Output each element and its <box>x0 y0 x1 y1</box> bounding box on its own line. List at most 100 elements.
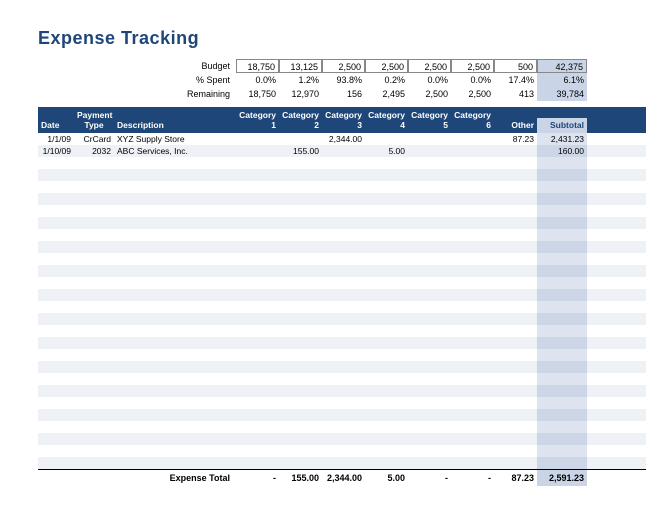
budget-cat1[interactable]: 18,750 <box>236 59 279 73</box>
cell[interactable] <box>408 229 451 241</box>
cell[interactable] <box>494 445 537 457</box>
cell[interactable] <box>408 457 451 469</box>
cell[interactable] <box>365 241 408 253</box>
table-row[interactable] <box>38 409 646 421</box>
cell[interactable] <box>279 289 322 301</box>
cell[interactable] <box>408 349 451 361</box>
cell[interactable] <box>408 421 451 433</box>
cell[interactable] <box>408 313 451 325</box>
cell[interactable] <box>38 385 74 397</box>
cell[interactable] <box>365 397 408 409</box>
cell[interactable] <box>74 241 114 253</box>
cell[interactable] <box>38 169 74 181</box>
cell[interactable] <box>365 325 408 337</box>
cell[interactable] <box>114 409 236 421</box>
cell[interactable] <box>451 313 494 325</box>
cell[interactable]: XYZ Supply Store <box>114 133 236 145</box>
cell[interactable] <box>114 337 236 349</box>
cell[interactable] <box>38 421 74 433</box>
cell[interactable] <box>451 145 494 157</box>
cell[interactable] <box>408 385 451 397</box>
cell[interactable] <box>451 337 494 349</box>
table-row[interactable] <box>38 181 646 193</box>
cell[interactable] <box>537 277 587 289</box>
cell[interactable] <box>114 457 236 469</box>
cell[interactable] <box>408 145 451 157</box>
cell[interactable] <box>74 229 114 241</box>
cell[interactable] <box>451 229 494 241</box>
cell[interactable] <box>114 289 236 301</box>
cell[interactable] <box>537 313 587 325</box>
cell[interactable] <box>74 445 114 457</box>
cell[interactable] <box>236 457 279 469</box>
cell[interactable] <box>38 397 74 409</box>
cell[interactable] <box>74 193 114 205</box>
cell[interactable] <box>408 289 451 301</box>
cell[interactable] <box>408 277 451 289</box>
cell[interactable] <box>279 193 322 205</box>
cell[interactable] <box>408 169 451 181</box>
cell[interactable] <box>236 409 279 421</box>
cell[interactable] <box>451 301 494 313</box>
cell[interactable] <box>451 373 494 385</box>
cell[interactable] <box>74 265 114 277</box>
cell[interactable] <box>451 349 494 361</box>
cell[interactable] <box>236 337 279 349</box>
cell[interactable] <box>494 433 537 445</box>
cell[interactable] <box>494 217 537 229</box>
cell[interactable] <box>494 241 537 253</box>
cell[interactable] <box>236 349 279 361</box>
cell[interactable] <box>114 229 236 241</box>
cell[interactable] <box>279 169 322 181</box>
cell[interactable] <box>74 409 114 421</box>
cell[interactable] <box>322 301 365 313</box>
cell[interactable] <box>365 433 408 445</box>
cell[interactable] <box>236 193 279 205</box>
table-row[interactable] <box>38 169 646 181</box>
cell[interactable] <box>38 205 74 217</box>
cell[interactable] <box>537 229 587 241</box>
cell[interactable] <box>322 457 365 469</box>
cell[interactable] <box>537 157 587 169</box>
cell[interactable] <box>114 373 236 385</box>
table-row[interactable] <box>38 325 646 337</box>
cell[interactable] <box>279 385 322 397</box>
cell[interactable] <box>494 313 537 325</box>
cell[interactable] <box>38 241 74 253</box>
cell[interactable] <box>38 361 74 373</box>
cell[interactable] <box>236 445 279 457</box>
cell[interactable] <box>494 277 537 289</box>
cell[interactable] <box>74 169 114 181</box>
cell[interactable] <box>494 361 537 373</box>
cell[interactable] <box>365 373 408 385</box>
cell[interactable] <box>74 301 114 313</box>
budget-cat4[interactable]: 2,500 <box>365 59 408 73</box>
cell[interactable] <box>451 205 494 217</box>
cell[interactable] <box>365 133 408 145</box>
cell[interactable] <box>494 229 537 241</box>
cell[interactable] <box>114 325 236 337</box>
table-row[interactable] <box>38 313 646 325</box>
cell[interactable] <box>451 361 494 373</box>
cell[interactable] <box>322 397 365 409</box>
cell[interactable] <box>322 385 365 397</box>
cell[interactable]: CrCard <box>74 133 114 145</box>
cell[interactable] <box>322 433 365 445</box>
budget-cat3[interactable]: 2,500 <box>322 59 365 73</box>
cell[interactable] <box>494 157 537 169</box>
cell[interactable] <box>494 337 537 349</box>
cell[interactable] <box>537 253 587 265</box>
cell[interactable] <box>408 265 451 277</box>
cell[interactable] <box>38 313 74 325</box>
cell[interactable] <box>279 433 322 445</box>
table-row[interactable] <box>38 361 646 373</box>
cell[interactable] <box>322 289 365 301</box>
cell[interactable] <box>236 325 279 337</box>
budget-cat6[interactable]: 2,500 <box>451 59 494 73</box>
cell[interactable] <box>494 409 537 421</box>
cell[interactable]: ABC Services, Inc. <box>114 145 236 157</box>
cell[interactable] <box>236 181 279 193</box>
cell[interactable] <box>322 349 365 361</box>
cell[interactable] <box>365 337 408 349</box>
cell[interactable] <box>236 157 279 169</box>
